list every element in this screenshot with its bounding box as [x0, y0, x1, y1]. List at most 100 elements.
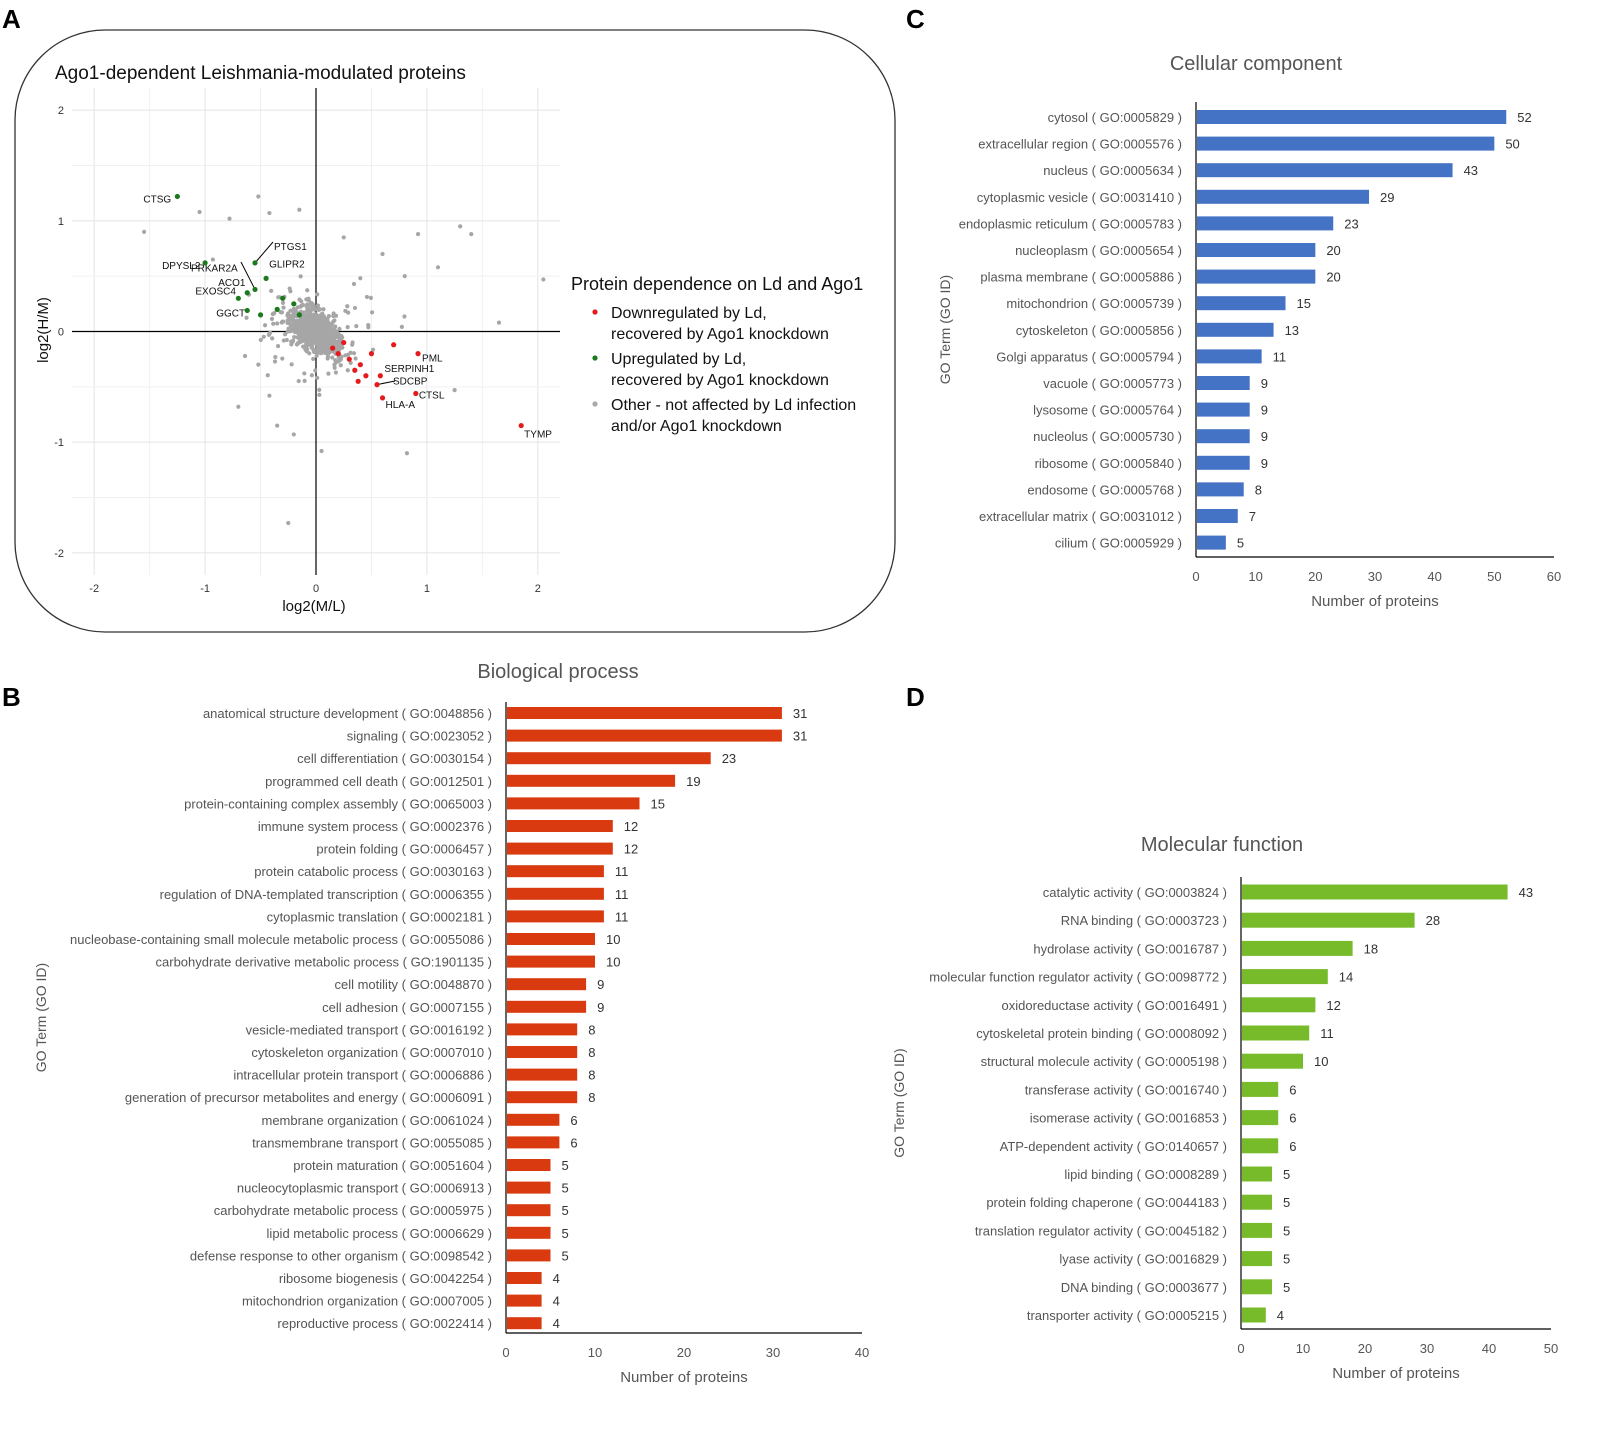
x-tick-label: 0 — [502, 1345, 509, 1360]
grey-point — [435, 265, 441, 270]
grey-point — [415, 232, 421, 237]
category-label: protein folding chaperone ( GO:0044183 ) — [986, 1195, 1227, 1210]
grey-point — [310, 329, 316, 334]
category-label: nucleus ( GO:0005634 ) — [1043, 163, 1182, 178]
grey-point — [321, 314, 327, 319]
y-tick-label: -2 — [54, 548, 64, 560]
up-point — [296, 312, 302, 318]
point-label: TYMP — [524, 430, 552, 441]
bar-value-label: 12 — [624, 842, 638, 857]
category-label: mitochondrion organization ( GO:0007005 … — [242, 1294, 492, 1309]
point-label: ACO1 — [218, 278, 246, 289]
bar — [507, 910, 604, 923]
grey-point — [327, 325, 332, 331]
labeled-point-ptgs1 — [252, 260, 258, 266]
category-label: cytoskeleton ( GO:0005856 ) — [1016, 323, 1182, 338]
grey-point — [275, 423, 280, 428]
bar-value-label: 6 — [1289, 1082, 1296, 1097]
grey-point — [301, 329, 307, 334]
x-tick-label: 10 — [1248, 569, 1262, 584]
x-tick-label: 50 — [1487, 569, 1501, 584]
y-tick-label: 0 — [58, 327, 64, 339]
bar-value-label: 29 — [1380, 190, 1394, 205]
bar — [1197, 376, 1250, 390]
legend-marker — [592, 355, 598, 361]
legend-label-line1: Other - not affected by Ld infection — [611, 397, 856, 414]
category-label: carbohydrate metabolic process ( GO:0005… — [214, 1203, 492, 1218]
grey-point — [275, 321, 280, 326]
grey-point — [351, 351, 357, 356]
point-label: EXOSC4 — [195, 286, 236, 297]
bar — [507, 1023, 578, 1036]
grey-point — [307, 308, 312, 314]
grey-point — [312, 347, 317, 352]
grey-point — [280, 356, 285, 361]
grey-point — [296, 334, 301, 339]
grey-point — [227, 216, 232, 221]
category-label: nucleolus ( GO:0005730 ) — [1033, 429, 1182, 444]
labeled-point-ggct — [244, 307, 250, 314]
grey-point — [242, 353, 248, 359]
labeled-point-exosc4 — [235, 295, 241, 301]
bar-value-label: 43 — [1519, 885, 1533, 900]
grey-point — [289, 362, 294, 367]
grey-point — [288, 308, 293, 313]
y-axis-label: GO Term (GO ID) — [33, 963, 49, 1072]
grey-point — [275, 344, 281, 349]
grey-point — [324, 343, 329, 348]
down-point — [335, 351, 341, 357]
bar-value-label: 23 — [1344, 216, 1358, 231]
grey-point — [345, 368, 350, 373]
category-label: isomerase activity ( GO:0016853 ) — [1030, 1111, 1227, 1126]
bar-value-label: 5 — [1283, 1280, 1290, 1295]
bar-value-label: 4 — [553, 1316, 560, 1331]
grey-point — [320, 328, 326, 333]
category-label: vesicle-mediated transport ( GO:0016192 … — [246, 1022, 492, 1037]
bar-value-label: 23 — [722, 751, 736, 766]
bar-value-label: 50 — [1505, 137, 1519, 152]
grey-point — [315, 303, 321, 308]
grey-point — [288, 289, 293, 294]
bar — [1242, 1053, 1303, 1069]
category-label: cytoplasmic translation ( GO:0002181 ) — [267, 909, 492, 924]
bar-chart-c: Cellular component 0 10 20 30 40 50 60 Number of… — [937, 53, 1561, 610]
x-tick-label: 30 — [1420, 1341, 1434, 1356]
bar — [507, 1204, 551, 1217]
grey-point — [278, 310, 283, 315]
category-label: ribosome biogenesis ( GO:0042254 ) — [279, 1271, 492, 1286]
x-tick-label: -1 — [200, 583, 210, 595]
category-label: endosome ( GO:0005768 ) — [1027, 482, 1182, 497]
grey-point — [399, 324, 404, 329]
x-tick-label: 50 — [1544, 1341, 1558, 1356]
bar-value-label: 9 — [597, 1000, 604, 1015]
grey-point — [333, 334, 338, 339]
point-label: GGCT — [216, 308, 245, 319]
category-label: transporter activity ( GO:0005215 ) — [1027, 1308, 1227, 1323]
category-label: vacuole ( GO:0005773 ) — [1043, 376, 1182, 391]
grey-point — [332, 325, 337, 330]
category-label: mitochondrion ( GO:0005739 ) — [1006, 296, 1182, 311]
chart-title: Molecular function — [1141, 834, 1303, 856]
bar — [1197, 243, 1316, 257]
grey-point — [312, 307, 317, 312]
category-label: lysosome ( GO:0005764 ) — [1033, 403, 1182, 418]
x-tick-label: 20 — [1358, 1341, 1372, 1356]
down-point — [391, 342, 397, 348]
category-label: molecular function regulator activity ( … — [929, 970, 1227, 985]
labeled-point-ctsg — [174, 193, 180, 200]
point-label: PML — [422, 354, 443, 365]
bar-value-label: 20 — [1326, 243, 1340, 258]
bar-value-label: 10 — [606, 932, 620, 947]
grey-point — [262, 323, 268, 328]
grey-point — [307, 320, 312, 325]
bar — [1242, 1194, 1272, 1210]
bar — [1197, 163, 1453, 178]
bar-value-label: 4 — [553, 1294, 560, 1309]
grey-point — [330, 338, 335, 343]
bar — [507, 1317, 542, 1330]
bar — [1197, 296, 1286, 311]
bar-value-label: 28 — [1426, 913, 1440, 928]
x-axis-label: Number of proteins — [620, 1369, 748, 1386]
grey-point — [366, 325, 371, 330]
bar — [1242, 1251, 1272, 1267]
